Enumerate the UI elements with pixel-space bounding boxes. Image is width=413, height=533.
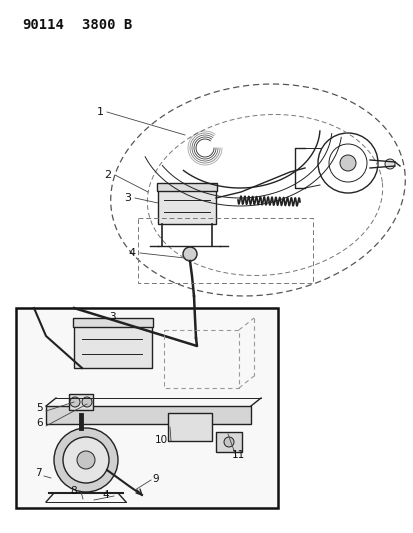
Circle shape: [183, 247, 197, 261]
Bar: [74, 326, 152, 368]
Text: 3800 B: 3800 B: [82, 18, 132, 32]
Circle shape: [63, 437, 109, 483]
Circle shape: [82, 397, 92, 407]
Bar: [46, 406, 250, 424]
Circle shape: [223, 437, 233, 447]
Text: 3: 3: [124, 193, 131, 203]
Bar: [16, 308, 277, 508]
Text: 4: 4: [128, 248, 135, 258]
Circle shape: [70, 397, 80, 407]
Bar: [73, 318, 153, 327]
Text: 6: 6: [37, 418, 43, 428]
Text: 90114: 90114: [22, 18, 64, 32]
Text: 10: 10: [154, 435, 167, 445]
Bar: [157, 183, 216, 191]
Text: 8: 8: [71, 486, 77, 496]
Text: 4: 4: [102, 490, 109, 500]
Bar: [158, 190, 216, 224]
Text: 9: 9: [152, 474, 159, 484]
Circle shape: [77, 451, 95, 469]
Text: 3: 3: [109, 312, 115, 322]
Text: 11: 11: [231, 450, 244, 460]
Bar: [168, 413, 211, 441]
Text: 2: 2: [104, 170, 111, 180]
Bar: [216, 432, 242, 452]
Text: 5: 5: [37, 403, 43, 413]
Bar: [69, 394, 93, 410]
Circle shape: [339, 155, 355, 171]
Text: 7: 7: [35, 468, 41, 478]
Circle shape: [54, 428, 118, 492]
Text: 1: 1: [96, 107, 103, 117]
Circle shape: [384, 159, 394, 169]
